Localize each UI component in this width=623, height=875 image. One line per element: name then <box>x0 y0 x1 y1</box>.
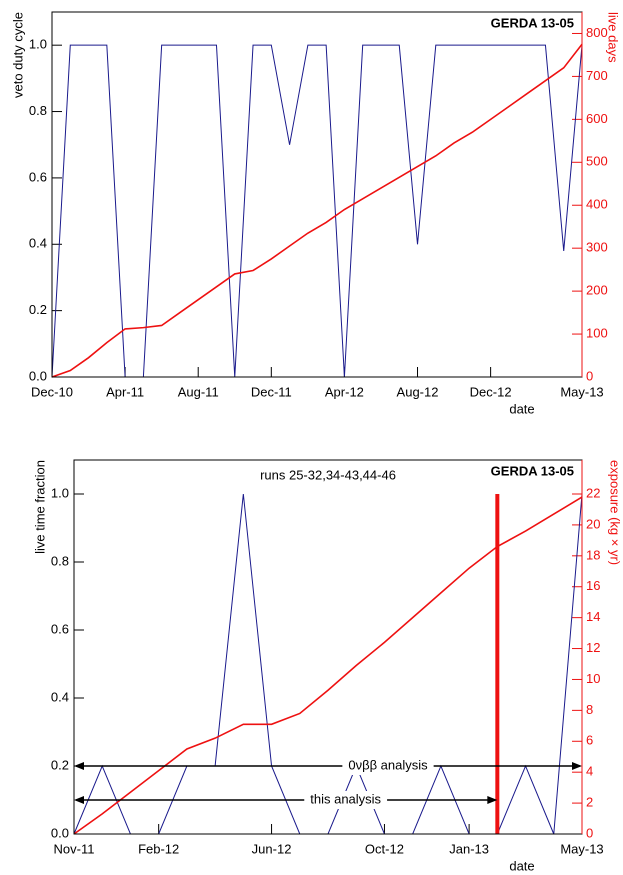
y2-tick-label: 22 <box>586 485 600 500</box>
x-axis-title: date <box>509 858 534 873</box>
y2-tick-label: 12 <box>586 640 600 655</box>
y2-tick-label: 300 <box>586 240 608 255</box>
x-axis-title: date <box>509 401 534 416</box>
data-line <box>51 43 583 378</box>
data-line <box>73 496 583 835</box>
y2-axis-title: exposure (kg × yr) <box>608 460 623 565</box>
x-tick-label: Nov-11 <box>54 841 95 856</box>
label-bg <box>342 757 434 775</box>
x-tick-label: Feb-12 <box>138 841 179 856</box>
x-tick-label: May-13 <box>560 841 603 856</box>
y2-tick-label: 700 <box>586 68 608 83</box>
x-tick-label: Dec-11 <box>251 384 292 399</box>
x-tick-label: Apr-11 <box>106 384 144 399</box>
plot-frame <box>51 11 583 378</box>
x-tick-label: Dec-10 <box>31 384 73 399</box>
y2-tick-label: 0 <box>586 368 593 383</box>
range-label: this analysis <box>310 791 381 806</box>
y2-tick-label: 500 <box>586 154 608 169</box>
y2-tick-label: 20 <box>586 516 600 531</box>
x-tick-label: Aug-12 <box>397 384 439 399</box>
x-tick-label: Apr-12 <box>325 384 364 399</box>
range-label: 0νββ analysis <box>348 757 428 772</box>
y2-tick-label: 8 <box>586 702 593 717</box>
y2-tick-label: 800 <box>586 25 608 40</box>
data-line <box>51 44 583 378</box>
x-tick-label: Jan-13 <box>449 841 489 856</box>
y-tick-label: 0.4 <box>29 236 47 251</box>
x-tick-label: May-13 <box>560 384 603 399</box>
y2-tick-label: 14 <box>586 609 600 624</box>
y-tick-label: 0.6 <box>51 621 69 636</box>
x-tick-label: Jun-12 <box>252 841 292 856</box>
y2-tick-label: 6 <box>586 733 593 748</box>
chart-panel: 0.0 0.2 0.4 0.6 0.8 1.0 0 100 200 300 400 500 600 700… <box>10 11 621 416</box>
y-tick-label: 1.0 <box>51 485 69 500</box>
subtitle: runs 25-32,34-43,44-46 <box>260 467 396 482</box>
y-axis-title: live time fraction <box>32 460 47 554</box>
data-line <box>73 493 583 835</box>
y2-tick-label: 4 <box>586 764 593 779</box>
x-tick-label: Dec-12 <box>470 384 512 399</box>
y2-tick-label: 400 <box>586 197 608 212</box>
y-tick-label: 0.4 <box>51 689 69 704</box>
y-tick-label: 1.0 <box>29 37 47 52</box>
y2-axis-title: live days <box>606 12 621 63</box>
y-tick-label: 0.6 <box>29 169 47 184</box>
y2-tick-label: 16 <box>586 578 600 593</box>
x-tick-label: Oct-12 <box>365 841 404 856</box>
chart-panel: 0.0 0.2 0.4 0.6 0.8 1.0 0 2 4 6 8 10 12 14 16 18 20 22 Nov… <box>32 459 623 873</box>
y-axis-title: veto duty cycle <box>10 12 25 98</box>
y2-tick-label: 100 <box>586 325 608 340</box>
y-tick-label: 0.0 <box>51 825 69 840</box>
y-tick-label: 0.2 <box>29 302 47 317</box>
y2-tick-label: 18 <box>586 547 600 562</box>
annotation: GERDA 13-05 <box>491 15 574 30</box>
annotation: GERDA 13-05 <box>491 463 574 478</box>
y2-tick-label: 600 <box>586 111 608 126</box>
y-tick-label: 0.2 <box>51 757 69 772</box>
y-tick-label: 0.8 <box>51 553 69 568</box>
y2-tick-label: 200 <box>586 283 608 298</box>
y2-tick-label: 2 <box>586 795 593 810</box>
y2-tick-label: 0 <box>586 825 593 840</box>
label-bg <box>304 791 388 809</box>
x-tick-label: Aug-11 <box>178 384 219 399</box>
y2-tick-label: 10 <box>586 671 600 686</box>
y-tick-label: 0.0 <box>29 368 47 383</box>
y-tick-label: 0.8 <box>29 103 47 118</box>
